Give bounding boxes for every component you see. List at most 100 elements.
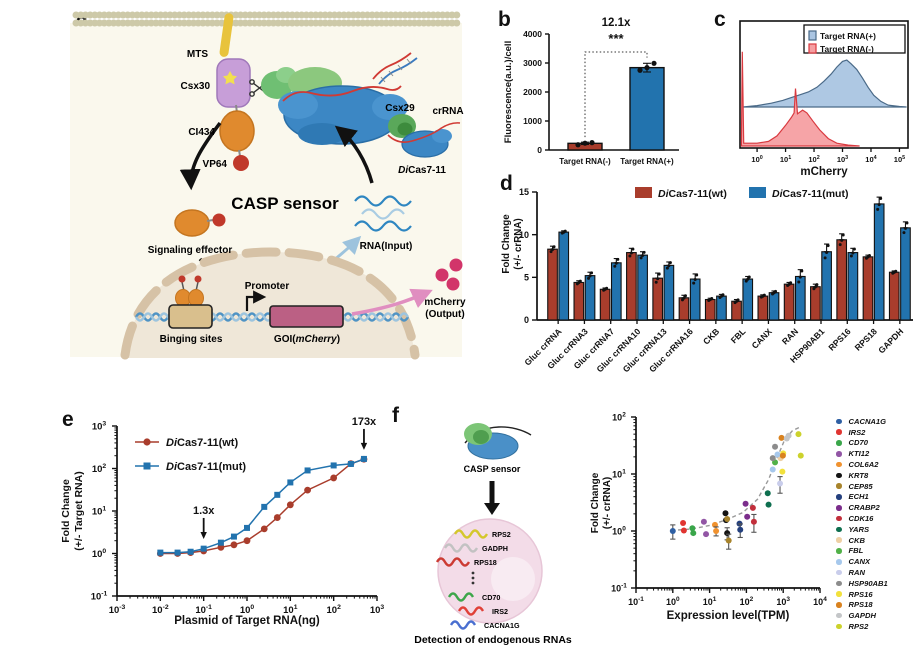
svg-text:3000: 3000: [523, 58, 542, 68]
bar: [573, 281, 585, 321]
gene-legend-label: YARS: [848, 524, 870, 534]
label-goi: GOI(mCherry): [274, 334, 340, 345]
svg-text:101: 101: [92, 506, 107, 518]
bar: [847, 252, 859, 321]
rna-input-waves: [354, 195, 412, 232]
svg-text:RPS16: RPS16: [826, 326, 852, 352]
gene-legend-item: YARS: [836, 524, 918, 535]
gene-legend-label: FBL: [848, 546, 864, 556]
point-KRT8: [724, 530, 731, 537]
svg-text:10-1: 10-1: [628, 596, 644, 607]
label-rna-input: RNA(Input): [360, 241, 413, 252]
bar: [836, 239, 848, 321]
arrow-mcherry-output: [351, 288, 433, 316]
svg-text:(+/- crRNA): (+/- crRNA): [602, 477, 613, 530]
bar: [900, 227, 911, 321]
label-mcherry-output-2: (Output): [425, 309, 464, 320]
svg-text:Target RNA(+): Target RNA(+): [620, 157, 674, 166]
svg-text:2000: 2000: [523, 87, 542, 97]
svg-text:15: 15: [519, 187, 529, 197]
histogram-Target RNA(-): [740, 51, 860, 147]
svg-text:100: 100: [92, 548, 107, 560]
gene-legend-label: HSP90AB1: [848, 578, 888, 588]
panel-label-e: e: [62, 408, 74, 431]
gene-legend-label: KTI12: [848, 449, 870, 459]
svg-text:(+/- Target RNA): (+/- Target RNA): [73, 471, 85, 550]
promoter-arrow: [245, 290, 267, 311]
gene-legend-label: RPS16: [848, 589, 873, 599]
comparison-bracket: [584, 51, 648, 138]
gene-legend-item: COL6A2: [836, 459, 918, 470]
gene-legend-dot: [836, 537, 842, 543]
point-RPS18: [779, 452, 786, 459]
histogram-legend: Target RNA(+) Target RNA(-): [803, 24, 906, 54]
bar: [663, 264, 675, 321]
svg-text:Target RNA(-): Target RNA(-): [820, 44, 874, 54]
gene-legend-item: CKB: [836, 535, 918, 546]
gene-legend-label: RPS2: [848, 622, 869, 632]
rna-waves: [435, 529, 489, 630]
point-KTI12: [700, 518, 707, 525]
point-RPS2: [795, 431, 802, 438]
point-ECH1: [737, 526, 744, 533]
cell-rna-label: RPS2: [492, 530, 511, 539]
svg-text:103: 103: [837, 155, 848, 164]
point-HSP90AB1: [772, 443, 779, 450]
svg-text:DiCas7-11(mut): DiCas7-11(mut): [772, 188, 848, 200]
svg-text:Fold Change: Fold Change: [501, 214, 512, 274]
svg-text:10: 10: [519, 230, 529, 240]
svg-text:(+/- crRNA): (+/- crRNA): [513, 218, 524, 269]
point-YARS: [764, 490, 771, 497]
svg-text:FBL: FBL: [729, 326, 748, 345]
point-RPS16: [779, 468, 786, 475]
svg-text:CKB: CKB: [701, 326, 721, 346]
gene-legend-label: IRS2: [848, 427, 866, 437]
svg-text:CANX: CANX: [750, 326, 774, 350]
point-CACNA1G: [669, 528, 676, 534]
svg-text:10-1: 10-1: [91, 591, 108, 603]
bar: [610, 262, 622, 321]
svg-text:100: 100: [612, 526, 626, 537]
gene-legend-item: CACNA1G: [836, 416, 918, 427]
point-IRS2: [680, 520, 687, 527]
point-CANX: [774, 451, 781, 458]
gene-legend-item: KTI12: [836, 448, 918, 459]
svg-text:103: 103: [776, 596, 790, 607]
down-arrow: [484, 481, 500, 515]
bar: [599, 288, 611, 321]
point-CEP85: [725, 537, 732, 544]
svg-text:100: 100: [240, 604, 255, 616]
point-CD70: [690, 530, 697, 537]
cell-rna-label: RPS18: [474, 558, 497, 567]
casp-sensor-icon: [464, 423, 532, 460]
cell-rna-label: GADPH: [482, 544, 508, 553]
cell-circle: [437, 518, 543, 624]
arrow-rna-to-complex: [334, 125, 374, 184]
point-HSP90AB1: [769, 455, 776, 462]
gene-legend-dot: [836, 559, 842, 565]
label-vp64: VP64: [203, 159, 228, 170]
gene-legend-item: RAN: [836, 567, 918, 578]
gene-legend-dot: [836, 451, 842, 457]
gene-legend-item: CANX: [836, 556, 918, 567]
svg-text:101: 101: [703, 596, 717, 607]
svg-text:173x: 173x: [352, 416, 377, 428]
fluorescence-bar-chart: 0 1000 2000 3000 4000 Target RNA(-) Target RNA…: [503, 17, 679, 166]
gene-legend-item: CRABP2: [836, 502, 918, 513]
svg-text:RPS18: RPS18: [853, 326, 879, 352]
bar: [626, 252, 637, 321]
label-casp-sensor: CASP sensor: [231, 194, 339, 213]
binding-sites-box: [168, 275, 213, 329]
signaling-effector: [174, 209, 226, 237]
histogram-Target RNA(+): [742, 59, 907, 108]
bar: [742, 278, 754, 321]
gene-legend-label: CRABP2: [848, 503, 880, 513]
point-CANX: [769, 466, 776, 473]
svg-text:4000: 4000: [523, 29, 542, 39]
gene-legend-dot: [836, 440, 842, 446]
gene-legend-label: CACNA1G: [848, 416, 887, 426]
